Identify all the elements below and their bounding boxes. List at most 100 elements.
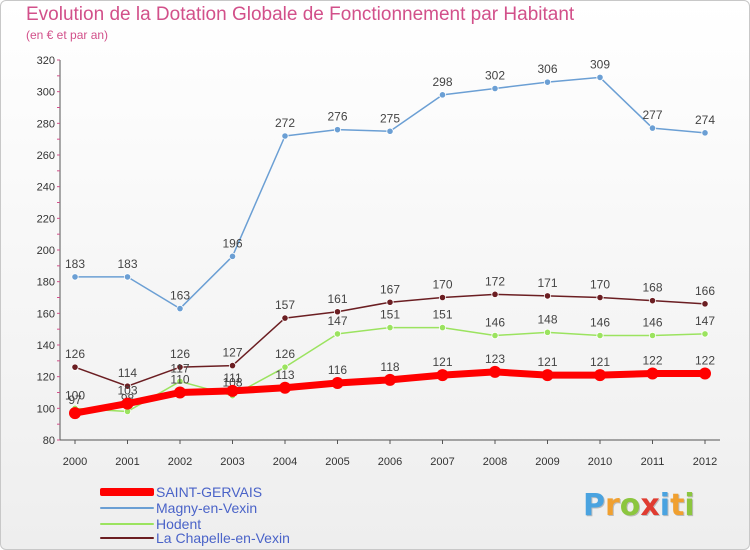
data-point-magny-en-vexin bbox=[491, 84, 499, 93]
data-label-saint-gervais: 121 bbox=[537, 355, 557, 369]
data-point-la-chapelle-en-vexin bbox=[491, 290, 499, 298]
x-tick-label: 2004 bbox=[273, 456, 297, 468]
data-label-saint-gervais: 121 bbox=[432, 355, 452, 369]
data-label-hodent: 126 bbox=[275, 347, 295, 361]
y-tick-label: 120 bbox=[37, 372, 55, 384]
legend-item-magny-en-vexin: Magny-en-Vexin bbox=[100, 500, 257, 516]
data-point-magny-en-vexin bbox=[438, 91, 447, 99]
data-label-saint-gervais: 97 bbox=[68, 393, 82, 407]
data-point-hodent bbox=[438, 323, 447, 332]
data-point-la-chapelle-en-vexin bbox=[281, 314, 289, 322]
data-label-magny-en-vexin: 277 bbox=[642, 108, 662, 122]
y-tick-label: 180 bbox=[37, 277, 55, 289]
data-label-la-chapelle-en-vexin: 172 bbox=[485, 274, 505, 288]
data-point-magny-en-vexin bbox=[386, 127, 394, 135]
legend-item-la-chapelle-en-vexin: La Chapelle-en-Vexin bbox=[100, 530, 290, 546]
legend-label-hodent: Hodent bbox=[156, 516, 202, 532]
data-point-saint-gervais bbox=[279, 381, 291, 394]
data-point-hodent bbox=[543, 328, 552, 336]
data-label-magny-en-vexin: 274 bbox=[695, 113, 715, 127]
chart-title: Evolution de la Dotation Globale de Fonc… bbox=[26, 4, 575, 25]
data-label-magny-en-vexin: 196 bbox=[222, 236, 242, 250]
data-point-la-chapelle-en-vexin bbox=[333, 308, 342, 316]
data-label-la-chapelle-en-vexin: 157 bbox=[275, 298, 295, 312]
data-label-saint-gervais: 122 bbox=[695, 354, 715, 368]
logo-letter: o bbox=[619, 488, 641, 523]
data-label-saint-gervais: 123 bbox=[485, 352, 505, 366]
data-point-saint-gervais bbox=[646, 367, 659, 380]
data-label-saint-gervais: 113 bbox=[275, 368, 294, 382]
data-label-magny-en-vexin: 272 bbox=[275, 116, 295, 130]
data-point-hodent bbox=[333, 330, 342, 338]
data-point-la-chapelle-en-vexin bbox=[228, 361, 237, 370]
data-point-la-chapelle-en-vexin bbox=[596, 293, 604, 302]
data-label-saint-gervais: 121 bbox=[590, 355, 610, 369]
data-point-la-chapelle-en-vexin bbox=[123, 382, 132, 390]
data-label-magny-en-vexin: 163 bbox=[170, 289, 190, 303]
data-label-la-chapelle-en-vexin: 114 bbox=[118, 366, 137, 380]
data-point-la-chapelle-en-vexin bbox=[386, 298, 394, 306]
data-point-saint-gervais bbox=[384, 373, 396, 386]
y-tick-label: 280 bbox=[37, 118, 55, 130]
data-point-la-chapelle-en-vexin bbox=[543, 292, 552, 300]
legend-label-la-chapelle-en-vexin: La Chapelle-en-Vexin bbox=[156, 530, 290, 546]
data-point-saint-gervais bbox=[594, 369, 606, 382]
data-point-magny-en-vexin bbox=[71, 273, 79, 281]
data-point-hodent bbox=[281, 363, 289, 371]
data-label-hodent: 148 bbox=[537, 312, 557, 326]
proxiti-logo: Proxiti bbox=[583, 488, 695, 523]
logo-letter: P bbox=[583, 488, 605, 523]
legend-swatch-hodent bbox=[100, 523, 154, 525]
y-tick-label: 200 bbox=[37, 245, 55, 257]
data-label-magny-en-vexin: 276 bbox=[327, 110, 347, 124]
data-label-hodent: 146 bbox=[642, 316, 662, 330]
data-point-la-chapelle-en-vexin bbox=[648, 297, 657, 305]
x-tick-label: 2008 bbox=[483, 456, 507, 468]
data-label-la-chapelle-en-vexin: 171 bbox=[537, 276, 557, 290]
data-label-magny-en-vexin: 275 bbox=[380, 111, 400, 125]
data-label-saint-gervais: 122 bbox=[642, 354, 662, 368]
legend-swatch-magny-en-vexin bbox=[100, 507, 154, 509]
chart-subtitle: (en € et par an) bbox=[26, 28, 109, 42]
x-tick-label: 2010 bbox=[588, 456, 612, 468]
x-tick-label: 2005 bbox=[325, 456, 349, 468]
x-tick-label: 2002 bbox=[168, 456, 192, 468]
logo-letter: t bbox=[670, 488, 685, 523]
y-tick-label: 220 bbox=[37, 213, 55, 225]
data-label-magny-en-vexin: 309 bbox=[590, 57, 610, 71]
data-point-saint-gervais bbox=[436, 369, 449, 382]
data-point-magny-en-vexin bbox=[543, 78, 552, 86]
legend-label-saint-gervais: SAINT-GERVAIS bbox=[156, 484, 263, 500]
legend-item-hodent: Hodent bbox=[100, 516, 201, 532]
data-point-hodent bbox=[701, 330, 709, 338]
data-point-hodent bbox=[596, 331, 604, 340]
x-tick-label: 2009 bbox=[535, 456, 559, 468]
logo-letter: x bbox=[640, 488, 660, 523]
x-tick-label: 2000 bbox=[63, 456, 87, 468]
data-label-hodent: 117 bbox=[170, 361, 189, 375]
y-tick-label: 140 bbox=[37, 340, 55, 352]
data-label-hodent: 147 bbox=[695, 314, 715, 328]
data-point-hodent bbox=[491, 331, 499, 340]
data-label-saint-gervais: 118 bbox=[380, 360, 399, 374]
data-point-saint-gervais bbox=[541, 369, 554, 382]
data-label-magny-en-vexin: 183 bbox=[65, 257, 85, 271]
data-point-magny-en-vexin bbox=[123, 273, 132, 281]
data-label-la-chapelle-en-vexin: 126 bbox=[65, 347, 85, 361]
data-point-saint-gervais bbox=[489, 365, 501, 378]
y-tick-label: 240 bbox=[37, 182, 55, 194]
y-tick-label: 320 bbox=[37, 55, 55, 67]
data-label-la-chapelle-en-vexin: 170 bbox=[590, 278, 610, 292]
data-point-la-chapelle-en-vexin bbox=[71, 363, 79, 371]
data-label-saint-gervais: 110 bbox=[170, 373, 189, 387]
data-label-hodent: 147 bbox=[327, 314, 347, 328]
x-tick-label: 2001 bbox=[115, 456, 139, 468]
legend-swatch-saint-gervais bbox=[100, 488, 154, 496]
data-label-magny-en-vexin: 302 bbox=[485, 69, 505, 83]
data-label-la-chapelle-en-vexin: 167 bbox=[380, 282, 400, 296]
y-tick-label: 260 bbox=[37, 150, 55, 162]
data-label-magny-en-vexin: 298 bbox=[432, 75, 452, 89]
data-label-la-chapelle-en-vexin: 127 bbox=[222, 346, 242, 360]
y-tick-label: 100 bbox=[37, 403, 55, 415]
